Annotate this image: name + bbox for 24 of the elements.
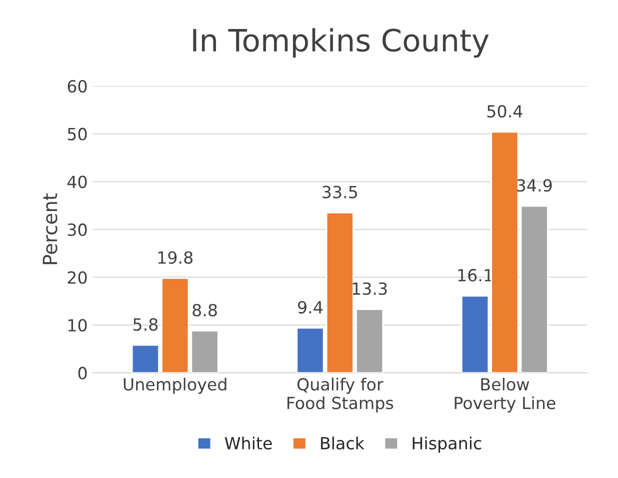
legend-label: Hispanic [412, 436, 482, 453]
data-label: 9.4 [298, 300, 323, 314]
x-tick-label: Unemployed [124, 378, 226, 394]
x-tick-label: Qualify for Food Stamps [287, 378, 394, 412]
chart-title: In Tompkins County [193, 28, 489, 58]
y-tick-label: 10 [68, 319, 87, 332]
y-tick-label: 50 [68, 128, 87, 140]
bar [520, 205, 548, 373]
data-label: 50.4 [487, 104, 522, 118]
y-tick-label: 30 [68, 223, 87, 236]
data-label: 19.8 [158, 251, 193, 264]
data-label: 8.8 [192, 304, 217, 316]
y-tick-label: 60 [68, 80, 87, 93]
y-tick-label: 40 [67, 176, 87, 188]
legend-label: White [224, 436, 272, 450]
data-label: 16.1 [458, 268, 492, 282]
legend-label: Black [321, 436, 364, 450]
y-tick-label: 20 [68, 271, 87, 284]
y-tick-label: 0 [78, 366, 87, 380]
x-tick-label: Below Poverty Line [454, 378, 556, 412]
y-axis-title: Percent [42, 193, 58, 264]
data-label: 5.8 [133, 318, 158, 331]
data-label: 13.3 [352, 282, 387, 295]
data-label: 33.5 [322, 186, 357, 198]
